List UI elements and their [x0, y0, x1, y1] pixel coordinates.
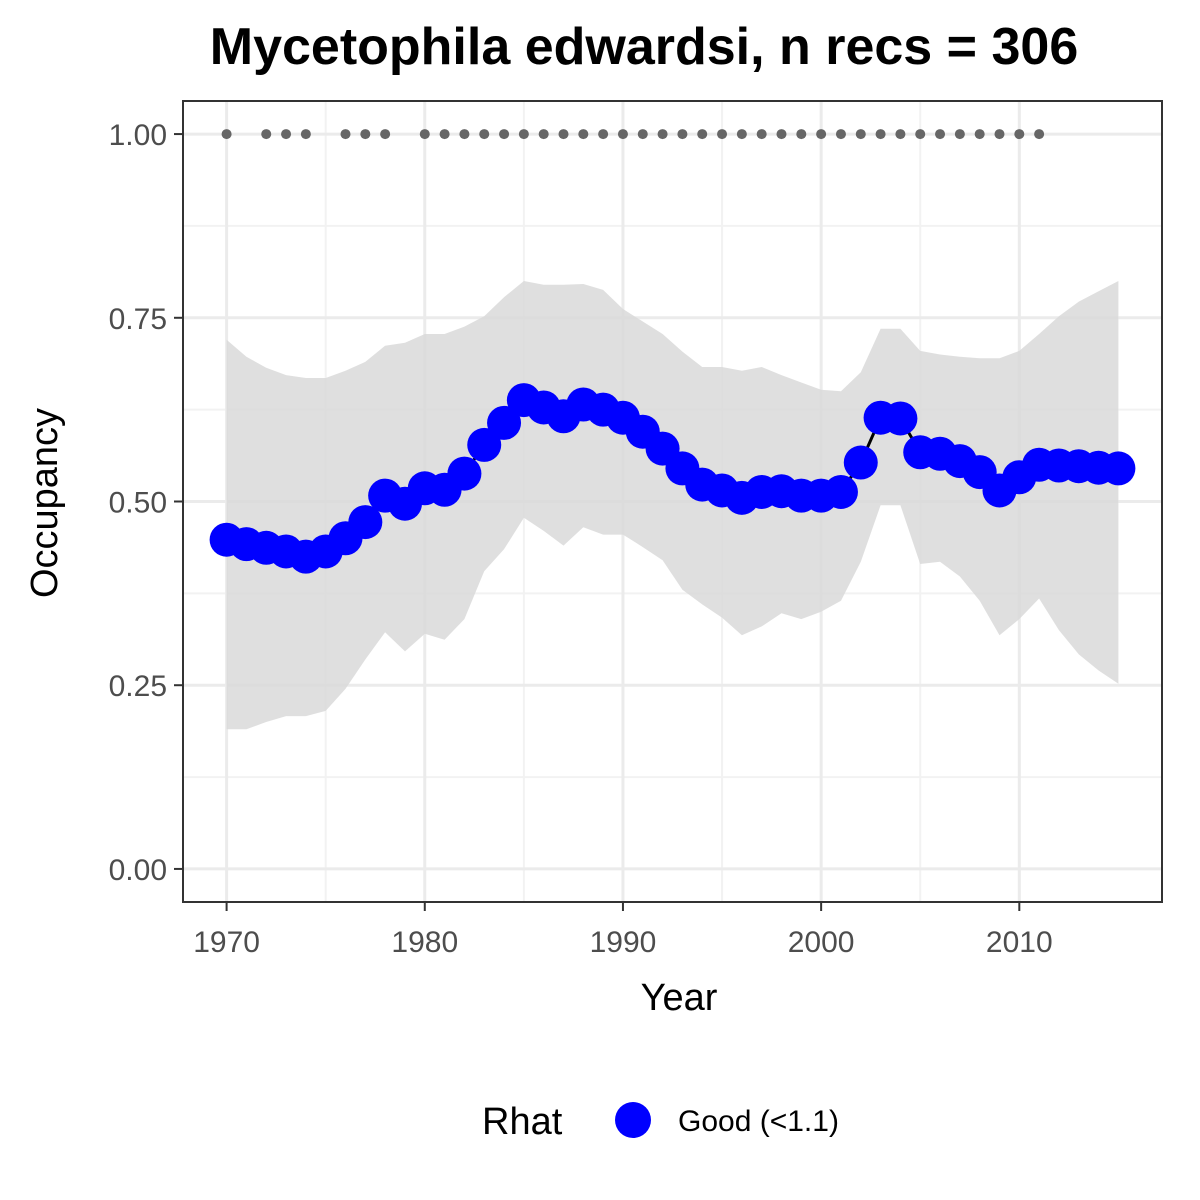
record-point: [1014, 129, 1025, 140]
record-point: [499, 129, 510, 140]
record-point: [994, 129, 1005, 140]
record-point: [835, 129, 846, 140]
y-axis: 0.00 0.25 0.50 0.75 1.00: [109, 119, 183, 887]
x-tick-label: 2010: [986, 926, 1053, 959]
x-tick-label: 1980: [391, 926, 458, 959]
occupancy-point: [467, 427, 502, 462]
legend-title: Rhat: [482, 1101, 563, 1143]
record-point: [221, 129, 232, 140]
record-point: [677, 129, 688, 140]
record-point: [380, 129, 391, 140]
record-point: [736, 129, 747, 140]
occupancy-point: [1101, 451, 1136, 486]
record-point: [578, 129, 589, 140]
x-tick-label: 1990: [590, 926, 657, 959]
record-points: [221, 129, 1045, 140]
record-point: [875, 129, 886, 140]
chart-title: Mycetophila edwardsi, n recs = 306: [210, 18, 1079, 76]
occupancy-point: [348, 505, 383, 540]
occupancy-point: [487, 405, 522, 440]
record-point: [261, 129, 272, 140]
record-point: [439, 129, 450, 140]
occupancy-point: [843, 445, 878, 480]
y-tick-label: 0.75: [109, 303, 167, 336]
x-axis-title: Year: [641, 977, 718, 1019]
record-point: [697, 129, 708, 140]
occupancy-point: [447, 456, 482, 491]
x-tick-label: 2000: [788, 926, 855, 959]
record-point: [935, 129, 946, 140]
record-point: [538, 129, 549, 140]
record-point: [895, 129, 906, 140]
record-point: [1034, 129, 1045, 140]
record-point: [776, 129, 787, 140]
record-point: [300, 129, 311, 140]
record-point: [816, 129, 827, 140]
record-point: [281, 129, 292, 140]
record-point: [459, 129, 470, 140]
record-point: [360, 129, 371, 140]
y-tick-label: 0.25: [109, 670, 167, 703]
y-tick-label: 1.00: [109, 119, 167, 152]
record-point: [657, 129, 668, 140]
y-tick-label: 0.00: [109, 854, 167, 887]
occupancy-points: [209, 383, 1136, 574]
record-point: [340, 129, 351, 140]
record-point: [954, 129, 965, 140]
record-point: [717, 129, 728, 140]
record-point: [479, 129, 490, 140]
record-point: [974, 129, 985, 140]
record-point: [637, 129, 648, 140]
record-point: [598, 129, 609, 140]
y-axis-title: Occupancy: [24, 408, 66, 598]
record-point: [796, 129, 807, 140]
x-axis: 1970 1980 1990 2000 2010: [193, 902, 1053, 959]
record-point: [617, 129, 628, 140]
legend-key-good: [615, 1102, 651, 1138]
y-tick-label: 0.50: [109, 487, 167, 520]
record-point: [756, 129, 767, 140]
occupancy-point: [883, 401, 918, 436]
record-point: [558, 129, 569, 140]
record-point: [419, 129, 430, 140]
record-point: [915, 129, 926, 140]
record-point: [518, 129, 529, 140]
legend-label-good: Good (<1.1): [678, 1105, 839, 1138]
x-tick-label: 1970: [193, 926, 260, 959]
credible-interval-ribbon: [226, 281, 1119, 730]
occupancy-point: [823, 474, 858, 509]
legend: Rhat Good (<1.1): [482, 1101, 839, 1143]
record-point: [855, 129, 866, 140]
